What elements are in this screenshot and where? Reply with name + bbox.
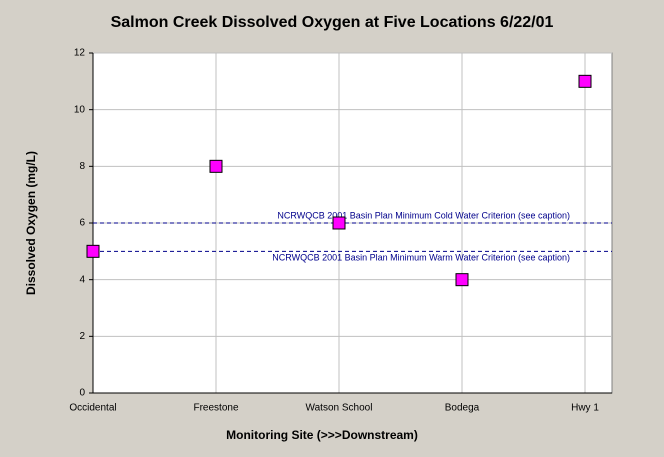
y-tick-label: 12 — [74, 48, 86, 59]
y-tick-label: 8 — [79, 161, 85, 172]
marker — [578, 74, 592, 88]
chart-title: Salmon Creek Dissolved Oxygen at Five Lo… — [111, 14, 554, 31]
reference-label: NCRWQCB 2001 Basin Plan Minimum Warm Wat… — [272, 253, 570, 263]
reference-label: NCRWQCB 2001 Basin Plan Minimum Cold Wat… — [277, 210, 570, 220]
y-axis-label: Dissolved Oxygen (mg/L) — [24, 151, 38, 295]
y-tick-label: 6 — [79, 218, 85, 229]
x-axis-label: Monitoring Site (>>>Downstream) — [226, 428, 418, 442]
marker — [86, 244, 100, 258]
marker — [332, 216, 346, 230]
x-tick-label: Freestone — [193, 403, 238, 414]
marker — [209, 159, 223, 173]
y-tick-label: 0 — [79, 388, 85, 399]
y-tick-label: 2 — [79, 331, 85, 342]
x-tick-label: Occidental — [69, 403, 116, 414]
x-tick-label: Hwy 1 — [571, 403, 599, 414]
x-tick-label: Watson School — [306, 403, 373, 414]
marker — [455, 273, 469, 287]
x-tick-label: Bodega — [445, 403, 480, 414]
y-tick-label: 10 — [74, 104, 86, 115]
y-tick-label: 4 — [79, 274, 85, 285]
